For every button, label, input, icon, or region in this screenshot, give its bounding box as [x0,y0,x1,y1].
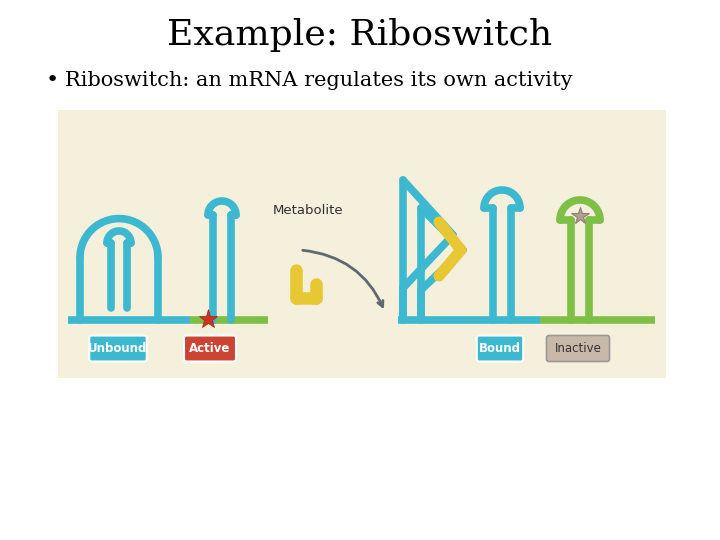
Text: Unbound: Unbound [89,341,148,354]
FancyBboxPatch shape [477,335,523,361]
FancyBboxPatch shape [184,335,236,361]
Text: Metabolite: Metabolite [273,204,343,217]
Text: Riboswitch: an mRNA regulates its own activity: Riboswitch: an mRNA regulates its own ac… [65,71,572,90]
FancyBboxPatch shape [58,110,666,378]
Text: •: • [45,70,58,90]
Text: Example: Riboswitch: Example: Riboswitch [168,18,552,52]
Text: Inactive: Inactive [554,341,601,354]
FancyBboxPatch shape [546,335,610,361]
Text: Active: Active [189,341,230,354]
FancyBboxPatch shape [89,335,147,361]
Text: Bound: Bound [479,341,521,354]
